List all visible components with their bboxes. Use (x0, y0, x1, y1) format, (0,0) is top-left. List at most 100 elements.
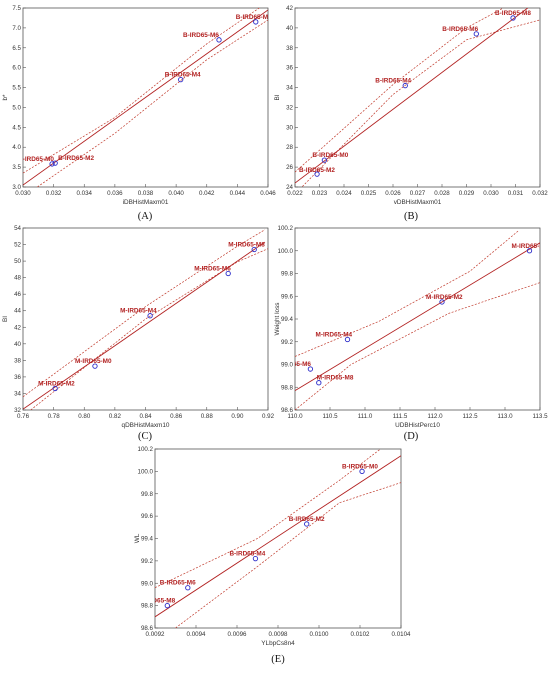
x-tick-label: 0.042 (199, 190, 215, 197)
x-tick-label: 112.5 (462, 413, 478, 420)
y-tick-label: 100.2 (138, 446, 154, 453)
y-tick-label: 98.8 (141, 603, 154, 610)
data-point (304, 521, 310, 527)
x-tick-label: 0.78 (48, 413, 61, 420)
y-tick-label: 36 (286, 65, 293, 72)
y-tick-label: 36 (14, 374, 21, 381)
chart-panel-5: 0.0092 0.0094 0.0096 0.0098 0.0100 0.0102 0.01… (134, 446, 411, 665)
x-tick-label: 0.040 (168, 190, 184, 197)
x-tick-label: 0.023 (312, 190, 328, 197)
data-point (510, 15, 516, 21)
confidence-band-upper (295, 8, 504, 173)
data-point-label: B-IRD65-M0 (312, 152, 348, 159)
data-point (402, 82, 408, 89)
data-point-label: B-IRD65-M2 (58, 155, 94, 162)
y-tick-label: 99.2 (281, 339, 294, 346)
y-axis-label: BI (2, 316, 9, 322)
y-axis-label: BI (274, 94, 281, 100)
x-tick-label: 0.88 (201, 413, 214, 420)
y-tick-label: 40 (14, 341, 21, 348)
plot-area: B-IRD65-M0 B-IRD65-M2 B-IRD65-M4 B-IRD65-M6… (139, 449, 401, 628)
y-tick-label: 6.5 (12, 45, 21, 52)
y-axis-label: Weight loss (274, 303, 281, 336)
y-tick-label: 7.0 (12, 25, 21, 32)
data-point-label: B-IRD65-M8 (495, 10, 531, 17)
y-tick-label: 42 (14, 324, 21, 331)
x-tick-label: 0.027 (410, 190, 426, 197)
x-tick-label: 112.0 (427, 413, 443, 420)
y-tick-label: 50 (14, 258, 21, 265)
y-tick-label: 99.0 (281, 362, 294, 369)
data-point-label: B-IRD65-M4 (229, 551, 265, 558)
x-tick-label: 110.5 (322, 413, 338, 420)
data-point-label: M-IRD65-M0 (75, 358, 112, 365)
data-point-label: B-IRD65-M2 (299, 167, 335, 174)
x-tick-label: 0.038 (138, 190, 154, 197)
plot-frame (294, 227, 541, 411)
data-point-label: B-IRD65-M8 (236, 14, 272, 21)
x-tick-label: 0.030 (15, 190, 31, 197)
x-tick-label: 110.0 (287, 413, 303, 420)
data-point (216, 37, 222, 43)
panel-label: (A) (138, 211, 153, 222)
data-point-label: M-IRD65-M6 (194, 266, 231, 273)
y-tick-label: 32 (14, 407, 21, 414)
y-tick-label: 28 (286, 144, 293, 151)
x-tick-label: 0.0096 (228, 631, 247, 638)
y-tick-label: 30 (286, 124, 293, 131)
data-point (307, 366, 314, 372)
data-point-label: M-IRD65-M4 (316, 331, 353, 338)
chart-panel-1: 0.030 0.032 0.034 0.036 0.038 0.040 0.042 0.044… (2, 5, 276, 222)
panel-label: (E) (271, 654, 285, 665)
data-point (252, 555, 259, 562)
y-tick-label: 46 (14, 291, 21, 298)
y-tick-label: 99.4 (281, 316, 294, 323)
y-tick-label: 99.0 (141, 580, 154, 587)
x-tick-label: 0.036 (107, 190, 123, 197)
panel-label: (B) (404, 211, 419, 222)
data-point (185, 585, 191, 591)
y-tick-label: 52 (14, 242, 21, 249)
chart-panel-3: 0.76 0.78 0.80 0.82 0.84 0.86 0.88 0.90 0.92 32 34… (2, 225, 275, 442)
data-point (225, 270, 231, 277)
x-tick-label: 0.82 (109, 413, 122, 420)
x-tick-label: 0.032 (532, 190, 548, 197)
y-tick-label: 26 (286, 164, 293, 171)
data-point (52, 160, 58, 166)
regression-line (23, 241, 266, 410)
data-point-label: B-IRD65-M0 (342, 463, 378, 470)
data-point-label: M-IRD65-M0 (512, 243, 549, 250)
chart-panel-4: 110.0 110.5 111.0 111.5 112.0 112.5 113.0 113.5… (274, 225, 549, 442)
y-tick-label: 100.0 (278, 248, 294, 255)
y-tick-label: 4.0 (12, 144, 21, 151)
data-point-label: B-IRD65-M4 (375, 78, 411, 85)
data-point (314, 171, 320, 177)
y-tick-label: 6.0 (12, 65, 21, 72)
data-point-label: M-IRD65-M4 (120, 308, 157, 315)
y-tick-label: 34 (286, 85, 293, 92)
data-point (321, 157, 328, 163)
x-tick-label: 111.5 (393, 413, 408, 420)
confidence-band-lower (175, 482, 401, 628)
data-point-label: M-IRD65-M8 (317, 375, 354, 382)
data-point (316, 380, 322, 386)
x-tick-label: 0.029 (459, 190, 475, 197)
regression-line (23, 9, 268, 186)
data-point-label: B-IRD65-M8 (139, 598, 175, 605)
data-point (164, 602, 170, 609)
y-tick-label: 99.6 (281, 293, 294, 300)
y-tick-label: 42 (286, 5, 293, 12)
x-tick-label: 0.031 (508, 190, 524, 197)
y-tick-label: 38 (14, 357, 21, 364)
plot-frame (294, 7, 541, 188)
confidence-band-lower (30, 248, 268, 410)
x-tick-label: 0.044 (230, 190, 246, 197)
y-tick-label: 99.4 (141, 536, 154, 543)
x-axis-label: vDBHistMaxm01 (394, 199, 442, 206)
y-tick-label: 48 (14, 275, 21, 282)
y-tick-label: 3.0 (12, 184, 21, 191)
y-tick-label: 5.5 (12, 85, 21, 92)
plot-area: B-IRD65-M0 B-IRD65-M2 B-IRD65-M4 B-IRD65-M6… (295, 8, 540, 187)
data-point (526, 248, 533, 254)
